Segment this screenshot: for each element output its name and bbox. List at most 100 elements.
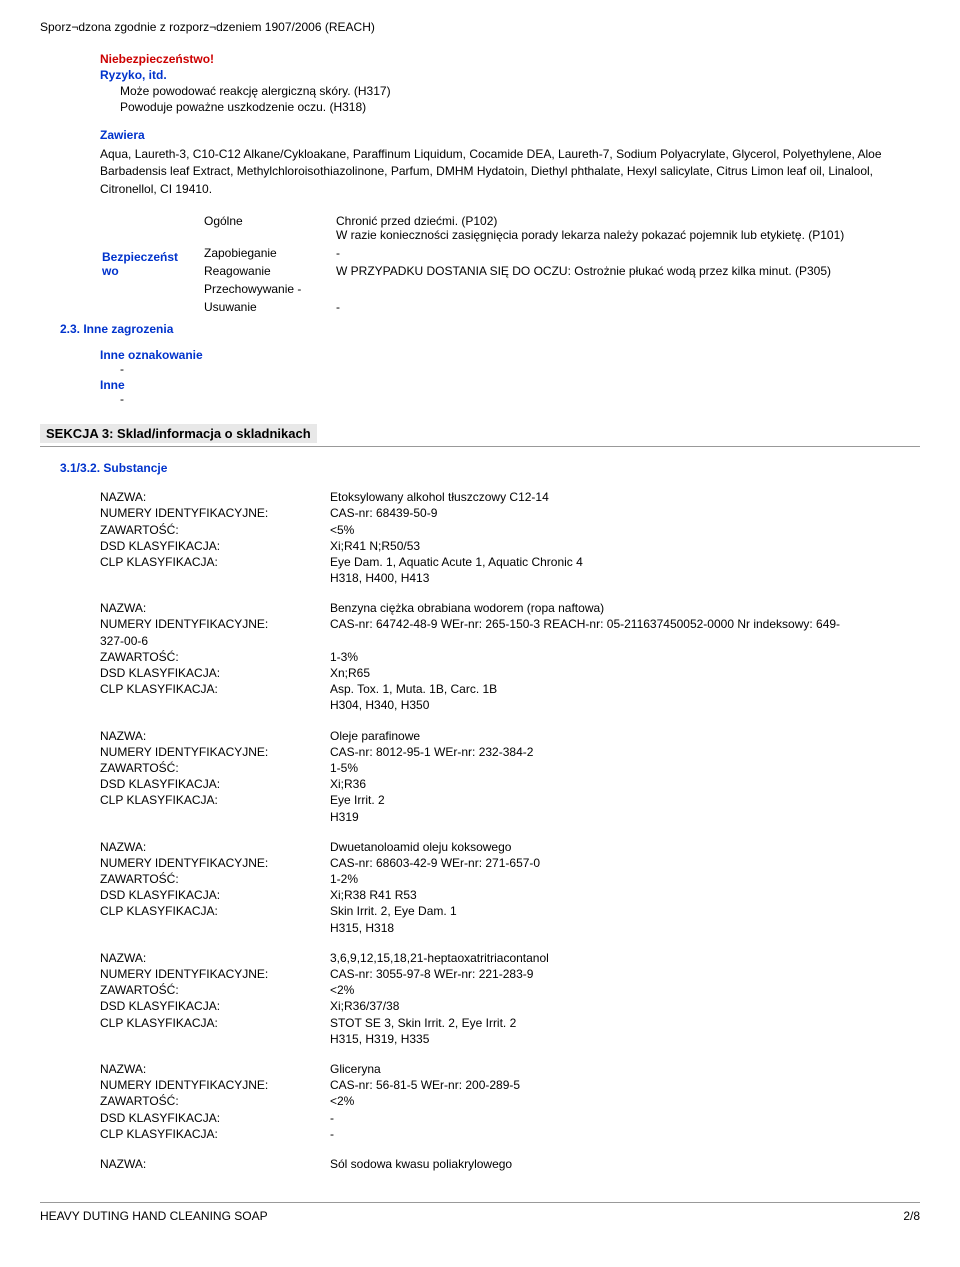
substance-value: 3,6,9,12,15,18,21-heptaoxatritriacontano… [330,950,920,966]
substance-label: DSD KLASYFIKACJA: [100,887,330,903]
hazard-line: Może powodować reakcję alergiczną skóry.… [120,84,920,98]
sec-2-3: 2.3. Inne zagrozenia [60,322,920,336]
substance-block: NAZWA:GlicerynaNUMERY IDENTYFIKACYJNE:CA… [100,1061,920,1142]
substance-block: NAZWA:Benzyna ciężka obrabiana wodorem (… [100,600,920,713]
substance-label: CLP KLASYFIKACJA: [100,554,330,586]
section-3-header: SEKCJA 3: Sklad/informacja o skladnikach [40,424,920,447]
substance-label: NUMERY IDENTYFIKACYJNE: [100,505,330,521]
substance-block: NAZWA:Dwuetanoloamid oleju koksowegoNUME… [100,839,920,936]
substance-value: CAS-nr: 3055-97-8 WEr-nr: 221-283-9 [330,966,920,982]
substance-label: NUMERY IDENTYFIKACYJNE: [100,855,330,871]
contains-text: Aqua, Laureth-3, C10-C12 Alkane/Cykloaka… [100,146,920,198]
substance-label: NAZWA: [100,600,330,616]
dash: - [120,392,920,406]
substance-value: Xn;R65 [330,665,920,681]
substance-label: DSD KLASYFIKACJA: [100,665,330,681]
safety-table: Bezpieczeńst wo Ogólne Chronić przed dzi… [100,212,856,318]
substance-value: Eye Dam. 1, Aquatic Acute 1, Aquatic Chr… [330,554,920,586]
substance-value: CAS-nr: 56-81-5 WEr-nr: 200-289-5 [330,1077,920,1093]
substance-label: NAZWA: [100,950,330,966]
substance-value: <5% [330,522,920,538]
substance-value: 1-5% [330,760,920,776]
substance-value: Dwuetanoloamid oleju koksowego [330,839,920,855]
section-3-sub: 3.1/3.2. Substancje [60,461,920,475]
safety-key: Reagowanie [204,264,334,280]
substance-name: Sól sodowa kwasu poliakrylowego [330,1156,920,1172]
safety-val: - [336,246,854,262]
substance-block: NAZWA:Etoksylowany alkohol tłuszczowy C1… [100,489,920,586]
substance-block: NAZWA:3,6,9,12,15,18,21-heptaoxatritriac… [100,950,920,1047]
substance-value: Etoksylowany alkohol tłuszczowy C12-14 [330,489,920,505]
page-footer: HEAVY DUTING HAND CLEANING SOAP 2/8 [40,1209,920,1223]
footer-line [40,1202,920,1203]
substance-label: CLP KLASYFIKACJA: [100,681,330,713]
substance-id-cont: 327-00-6 [100,633,330,649]
substance-block: NAZWA: Sól sodowa kwasu poliakrylowego [100,1156,920,1172]
substance-value: Eye Irrit. 2 H319 [330,792,920,824]
safety-val: Chronić przed dziećmi. (P102) W razie ko… [336,214,854,244]
safety-val: - [336,300,854,316]
substance-label: CLP KLASYFIKACJA: [100,903,330,935]
other-labeling: Inne oznakowanie [100,348,920,362]
substance-label: ZAWARTOŚĆ: [100,1093,330,1109]
substance-value: 1-3% [330,649,920,665]
safety-key: Usuwanie [204,300,334,316]
substance-value: <2% [330,982,920,998]
substance-value: Asp. Tox. 1, Muta. 1B, Carc. 1B H304, H3… [330,681,920,713]
substance-label: ZAWARTOŚĆ: [100,760,330,776]
substance-label: NAZWA: [100,1061,330,1077]
substance-label: NUMERY IDENTYFIKACYJNE: [100,744,330,760]
footer-page: 2/8 [903,1209,920,1223]
safety-key: Przechowywanie - [204,282,334,298]
safety-label: Bezpieczeńst wo [102,250,178,278]
substance-label: DSD KLASYFIKACJA: [100,998,330,1014]
substance-block: NAZWA:Oleje parafinoweNUMERY IDENTYFIKAC… [100,728,920,825]
substance-label: DSD KLASYFIKACJA: [100,776,330,792]
safety-val: W PRZYPADKU DOSTANIA SIĘ DO OCZU: Ostroż… [336,264,854,280]
substance-value: CAS-nr: 68439-50-9 [330,505,920,521]
substance-value: CAS-nr: 8012-95-1 WEr-nr: 232-384-2 [330,744,920,760]
substance-label: ZAWARTOŚĆ: [100,649,330,665]
substance-value: CAS-nr: 64742-48-9 WEr-nr: 265-150-3 REA… [330,616,920,632]
substance-value: Xi;R36 [330,776,920,792]
substance-value: Gliceryna [330,1061,920,1077]
dash: - [120,362,920,376]
substance-label: CLP KLASYFIKACJA: [100,1015,330,1047]
substance-label: ZAWARTOŚĆ: [100,522,330,538]
substance-value: Xi;R36/37/38 [330,998,920,1014]
label-nazwa: NAZWA: [100,1156,330,1172]
substance-label: DSD KLASYFIKACJA: [100,538,330,554]
substance-value: Benzyna ciężka obrabiana wodorem (ropa n… [330,600,920,616]
safety-key: Ogólne [204,214,334,244]
substance-value: STOT SE 3, Skin Irrit. 2, Eye Irrit. 2 H… [330,1015,920,1047]
reach-header: Sporz¬dzona zgodnie z rozporz¬dzeniem 19… [40,20,920,34]
substance-label: NUMERY IDENTYFIKACYJNE: [100,1077,330,1093]
contains-label: Zawiera [100,128,920,142]
section-3-title: SEKCJA 3: Sklad/informacja o skladnikach [40,424,317,443]
substance-label: DSD KLASYFIKACJA: [100,1110,330,1126]
substance-label: NAZWA: [100,839,330,855]
substance-label: CLP KLASYFIKACJA: [100,792,330,824]
substance-value: Skin Irrit. 2, Eye Dam. 1 H315, H318 [330,903,920,935]
substance-value: Xi;R38 R41 R53 [330,887,920,903]
substance-value: - [330,1110,920,1126]
substance-value: 1-2% [330,871,920,887]
substance-label: ZAWARTOŚĆ: [100,871,330,887]
hazard-title: Niebezpieczeństwo! [100,52,920,66]
substance-label: NUMERY IDENTYFIKACYJNE: [100,966,330,982]
substance-label: NAZWA: [100,728,330,744]
substance-label: NAZWA: [100,489,330,505]
hazard-line: Powoduje poważne uszkodzenie oczu. (H318… [120,100,920,114]
substance-value: Oleje parafinowe [330,728,920,744]
substance-label: CLP KLASYFIKACJA: [100,1126,330,1142]
substance-value: CAS-nr: 68603-42-9 WEr-nr: 271-657-0 [330,855,920,871]
substance-value: - [330,1126,920,1142]
substance-label: ZAWARTOŚĆ: [100,982,330,998]
footer-product: HEAVY DUTING HAND CLEANING SOAP [40,1209,268,1223]
substance-value: Xi;R41 N;R50/53 [330,538,920,554]
substance-label: NUMERY IDENTYFIKACYJNE: [100,616,330,632]
substance-value: <2% [330,1093,920,1109]
other: Inne [100,378,920,392]
safety-key: Zapobieganie [204,246,334,262]
risk-label: Ryzyko, itd. [100,68,920,82]
